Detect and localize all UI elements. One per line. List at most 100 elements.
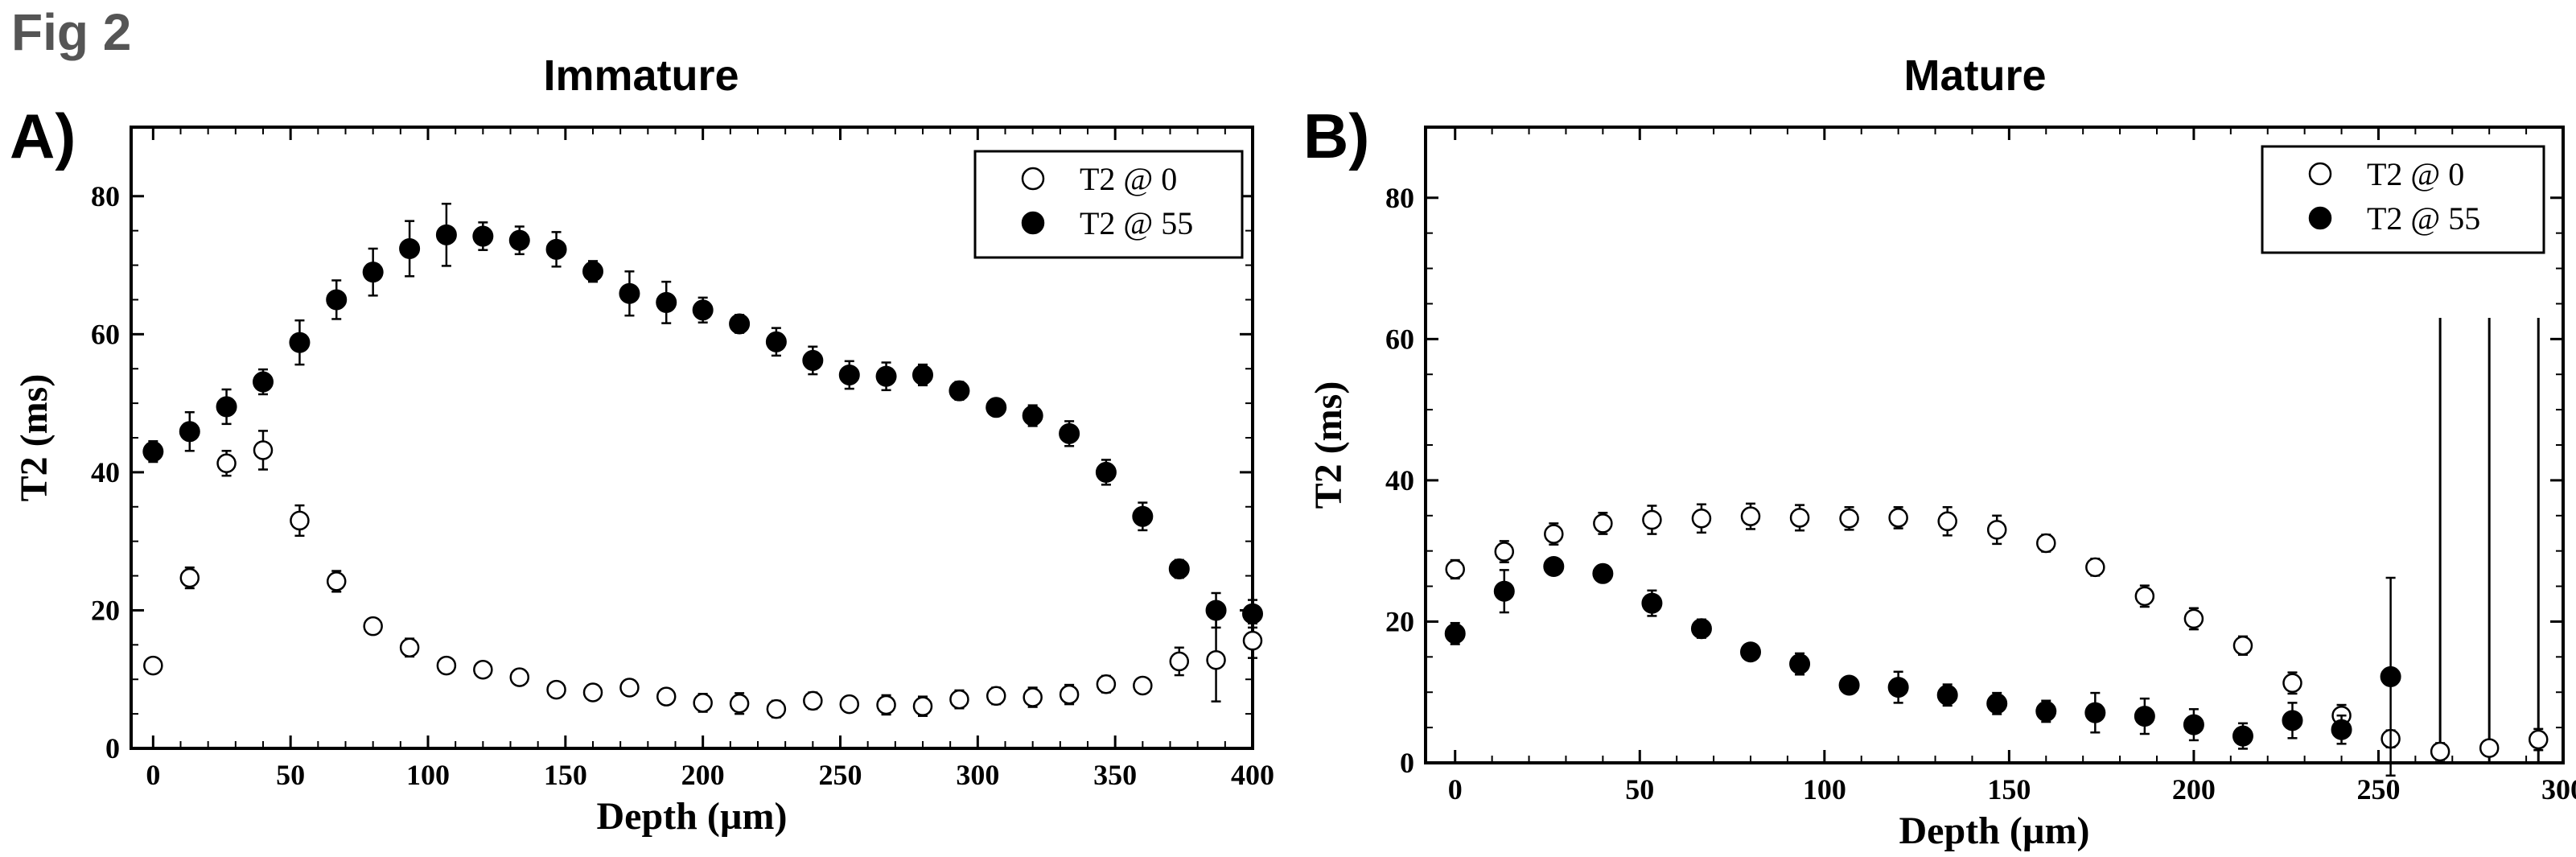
data-point-filled bbox=[179, 421, 200, 443]
data-point-filled bbox=[253, 371, 274, 393]
data-point-filled bbox=[1242, 603, 1263, 624]
data-point-filled bbox=[399, 237, 421, 259]
data-point-filled bbox=[2183, 714, 2204, 735]
legend-marker-open bbox=[2308, 162, 2332, 186]
data-point-open bbox=[143, 655, 163, 676]
data-point-open bbox=[1986, 520, 2007, 540]
data-point-open bbox=[876, 694, 896, 715]
x-tick-label: 250 bbox=[819, 759, 862, 791]
data-point-filled bbox=[582, 261, 603, 282]
data-point-open bbox=[1242, 630, 1263, 651]
data-point-filled bbox=[1059, 422, 1080, 444]
x-tick-label: 250 bbox=[2356, 773, 2400, 805]
data-point-filled bbox=[1095, 461, 1117, 483]
figure-label: Fig 2 bbox=[11, 3, 131, 61]
data-point-open bbox=[473, 659, 493, 680]
x-tick-label: 400 bbox=[1231, 759, 1274, 791]
data-point-open bbox=[290, 510, 310, 531]
panel-a-title: Immature bbox=[543, 52, 739, 100]
data-point-filled bbox=[2331, 719, 2352, 740]
panel-a-chart: 0 50 100 150 200 250 300 350 400 0 20 40 60 80 Depth (… bbox=[13, 126, 1274, 838]
y-axis-label: T2 (ms) bbox=[13, 374, 56, 502]
data-point-open bbox=[693, 693, 713, 713]
data-point-open bbox=[1169, 651, 1190, 672]
data-point-open bbox=[1937, 511, 1957, 532]
data-point-open bbox=[326, 571, 347, 591]
data-point-open bbox=[399, 637, 420, 658]
legend-entry: T2 @ 55 bbox=[2367, 200, 2480, 237]
data-point-open bbox=[912, 696, 933, 716]
data-point-filled bbox=[2232, 725, 2253, 747]
data-point-open bbox=[216, 453, 237, 473]
x-tick-label: 100 bbox=[1803, 773, 1846, 805]
data-point-filled bbox=[838, 364, 860, 385]
x-tick-label: 300 bbox=[956, 759, 999, 791]
data-point-filled bbox=[729, 313, 751, 335]
data-point-open bbox=[1740, 506, 1761, 526]
data-point-filled bbox=[912, 364, 933, 385]
data-point-filled bbox=[656, 291, 677, 313]
data-point-open bbox=[2232, 636, 2253, 656]
data-point-open bbox=[179, 567, 200, 588]
x-tick-label: 200 bbox=[681, 759, 725, 791]
data-point-open bbox=[1096, 674, 1117, 694]
data-point-filled bbox=[362, 262, 384, 283]
y-tick-label: 40 bbox=[1385, 464, 1414, 496]
data-point-filled bbox=[1493, 580, 1515, 602]
data-point-filled bbox=[619, 282, 640, 304]
data-point-open bbox=[766, 698, 787, 719]
y-tick-label: 80 bbox=[1385, 182, 1414, 214]
data-point-open bbox=[619, 678, 640, 698]
data-point-open bbox=[509, 667, 530, 687]
x-tick-label: 50 bbox=[276, 759, 305, 791]
data-point-open bbox=[436, 655, 457, 676]
data-point-filled bbox=[545, 238, 567, 260]
legend-entry: T2 @ 0 bbox=[1080, 161, 1177, 197]
data-point-open bbox=[1642, 509, 1662, 530]
x-tick-label: 100 bbox=[406, 759, 450, 791]
data-point-filled bbox=[1740, 641, 1761, 663]
y-tick-label: 60 bbox=[91, 318, 120, 350]
data-point-filled bbox=[1936, 684, 1958, 706]
data-point-open bbox=[253, 440, 274, 460]
data-point-filled bbox=[326, 289, 348, 311]
data-point-open bbox=[729, 693, 750, 714]
data-point-open bbox=[2282, 673, 2302, 694]
panel-a-letter: A) bbox=[10, 101, 76, 171]
data-point-filled bbox=[2084, 702, 2106, 723]
data-point-open bbox=[1888, 508, 1908, 528]
data-point-open bbox=[582, 682, 603, 702]
data-point-open bbox=[839, 694, 860, 715]
data-point-open bbox=[1691, 509, 1712, 529]
data-point-filled bbox=[1641, 592, 1663, 614]
data-point-filled bbox=[692, 299, 714, 321]
data-point-filled bbox=[1444, 623, 1466, 645]
x-tick-label: 350 bbox=[1093, 759, 1137, 791]
data-point-filled bbox=[1789, 653, 1811, 675]
y-axis-label: T2 (ms) bbox=[1307, 381, 1350, 509]
data-point-open bbox=[2183, 608, 2204, 629]
data-point-open bbox=[546, 679, 566, 700]
data-point-filled bbox=[435, 224, 457, 245]
x-axis-label: Depth (µm) bbox=[597, 795, 788, 838]
x-tick-label: 150 bbox=[1987, 773, 2031, 805]
legend-marker-filled bbox=[1021, 211, 1045, 235]
data-point-filled bbox=[1205, 599, 1227, 621]
data-point-open bbox=[1023, 687, 1043, 707]
data-point-open bbox=[363, 616, 383, 637]
legend-box bbox=[2261, 145, 2545, 254]
data-point-filled bbox=[802, 349, 824, 371]
data-point-filled bbox=[2035, 700, 2057, 722]
data-point-open bbox=[2085, 557, 2105, 578]
data-point-open bbox=[1133, 675, 1153, 696]
data-point-filled bbox=[1543, 555, 1565, 577]
data-point-filled bbox=[472, 225, 494, 247]
data-point-filled bbox=[508, 229, 530, 251]
data-point-filled bbox=[2134, 706, 2155, 727]
y-tick-label: 20 bbox=[1385, 605, 1414, 637]
data-point-open bbox=[1059, 684, 1080, 705]
panel-b-letter: B) bbox=[1303, 101, 1369, 171]
x-tick-label: 300 bbox=[2541, 773, 2576, 805]
data-point-filled bbox=[1838, 674, 1860, 696]
data-point-open bbox=[656, 686, 677, 707]
